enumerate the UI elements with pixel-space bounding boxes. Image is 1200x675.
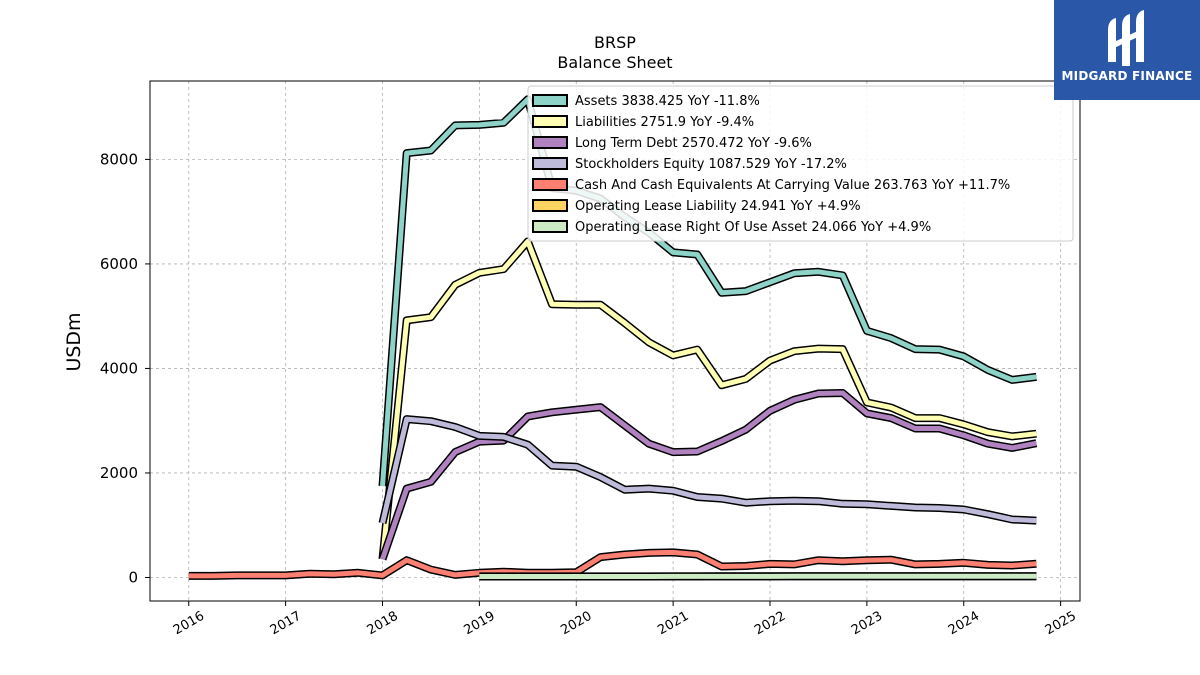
y-tick-label: 8000 [100,150,138,168]
legend-swatch [532,199,568,212]
chart-title: BRSP [594,33,636,52]
x-tick-label: 2025 [1043,609,1079,639]
y-tick-label: 6000 [100,255,138,273]
legend-swatch [532,94,568,107]
x-tick-label: 2018 [365,609,401,639]
midgard-finance-logo: MIDGARD FINANCE [1054,0,1200,100]
chart-subtitle: Balance Sheet [557,53,672,72]
series-cash-and-cash-equivalents-at-carrying-value [188,548,1037,580]
series-line [380,390,1037,561]
legend-item: Cash And Cash Equivalents At Carrying Va… [532,178,1010,193]
series-line [380,238,1037,560]
legend-item: Liabilities 2751.9 YoY -9.4% [532,115,754,130]
logo-text: MIDGARD FINANCE [1061,69,1193,83]
x-axis: 2016 2017 2018 2019 2020 2021 2022 2023 2024 2025 [171,601,1079,638]
x-tick-label: 2017 [268,609,304,639]
legend-swatch [532,178,568,191]
y-axis-label: USDm [63,312,85,371]
y-tick-label: 2000 [100,464,138,482]
series-liabilities [378,237,1037,560]
y-tick-label: 0 [128,568,138,586]
x-tick-label: 2022 [752,609,788,639]
legend: Assets 3838.425 YoY -11.8% Liabilities 27… [527,85,1074,242]
y-tick-label: 4000 [100,359,138,377]
legend-label: Operating Lease Liability 24.941 YoY +4.… [575,199,861,214]
legend-label: Stockholders Equity 1087.529 YoY -17.2% [575,157,847,172]
legend-swatch [532,220,568,233]
legend-swatch [532,136,568,149]
y-axis: 0 2000 4000 6000 8000 [100,150,150,586]
legend-label: Operating Lease Right Of Use Asset 24.06… [575,220,931,235]
x-tick-label: 2021 [655,609,691,639]
legend-label: Assets 3838.425 YoY -11.8% [575,94,760,109]
legend-label: Cash And Cash Equivalents At Carrying Va… [575,178,1010,193]
legend-item: Operating Lease Liability 24.941 YoY +4.… [532,199,861,214]
series-assets [378,95,1037,487]
x-tick-label: 2023 [849,609,885,639]
legend-box [527,85,1074,242]
series-stockholders-equity [378,415,1037,525]
midgard-m-icon [1108,10,1144,66]
legend-swatch [532,115,568,128]
legend-item: Operating Lease Right Of Use Asset 24.06… [532,220,931,235]
x-tick-label: 2024 [946,609,982,639]
x-tick-label: 2019 [462,609,498,639]
plot-frame [149,80,1081,602]
series-line [380,96,1037,487]
legend-item: Stockholders Equity 1087.529 YoY -17.2% [532,157,847,172]
legend-item: Assets 3838.425 YoY -11.8% [532,94,760,109]
x-tick-label: 2016 [171,609,207,639]
legend-label: Long Term Debt 2570.472 YoY -9.6% [575,136,812,151]
legend-swatch [532,157,568,170]
series-line [188,549,1037,579]
series-layer [188,95,1038,581]
series-long-term-debt [378,389,1038,561]
x-tick-label: 2020 [558,609,594,639]
legend-label: Liabilities 2751.9 YoY -9.4% [575,115,754,130]
series-line [380,416,1037,524]
legend-item: Long Term Debt 2570.472 YoY -9.6% [532,136,812,151]
